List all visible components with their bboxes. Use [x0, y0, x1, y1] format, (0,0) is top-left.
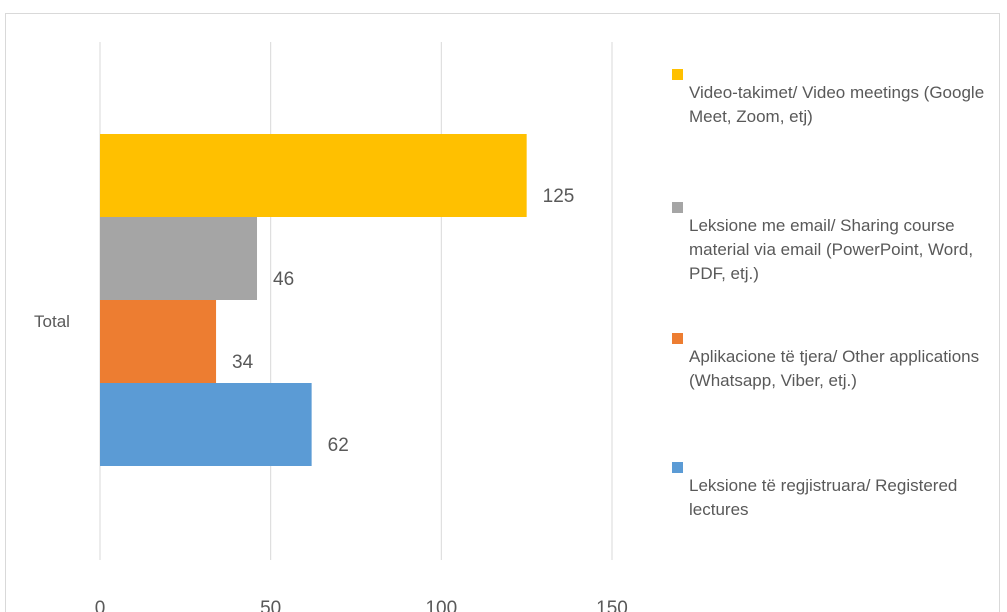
legend-item-video-meetings: Video-takimet/ Video meetings (Google Me… — [672, 69, 997, 187]
category-label-total: Total — [34, 312, 70, 331]
legend-item-registered-lectures: Leksione të regjistruara/ Registered lec… — [672, 462, 997, 552]
legend-label-video-meetings: Video-takimet/ Video meetings (Google Me… — [689, 83, 985, 126]
bar-series-0 — [100, 134, 527, 217]
data-label-series-0: 125 — [543, 186, 575, 207]
legend-item-email-materials: Leksione me email/ Sharing course materi… — [672, 202, 997, 320]
data-label-series-2: 34 — [232, 352, 254, 373]
x-tick-label-50: 50 — [260, 598, 281, 612]
chart-border — [5, 13, 1000, 612]
x-tick-label-100: 100 — [425, 598, 457, 612]
data-label-series-3: 62 — [328, 435, 349, 456]
legend-label-email-materials: Leksione me email/ Sharing course materi… — [689, 216, 974, 283]
legend-swatch-email-materials — [672, 202, 683, 213]
legend-swatch-video-meetings — [672, 69, 683, 80]
x-tick-label-0: 0 — [95, 598, 106, 612]
data-label-series-1: 46 — [273, 269, 294, 290]
legend-swatch-other-applications — [672, 333, 683, 344]
legend-label-other-applications: Aplikacione të tjera/ Other applications… — [689, 347, 980, 390]
bar-series-2 — [100, 300, 217, 383]
x-tick-label-150: 150 — [596, 598, 628, 612]
chart-legend: Video-takimet/ Video meetings (Google Me… — [672, 0, 1002, 560]
legend-label-registered-lectures: Leksione të regjistruara/ Registered lec… — [689, 476, 958, 519]
bar-series-3 — [100, 383, 312, 466]
bar-series-1 — [100, 217, 258, 300]
legend-item-other-applications: Aplikacione të tjera/ Other applications… — [672, 333, 997, 423]
legend-swatch-registered-lectures — [672, 462, 683, 473]
